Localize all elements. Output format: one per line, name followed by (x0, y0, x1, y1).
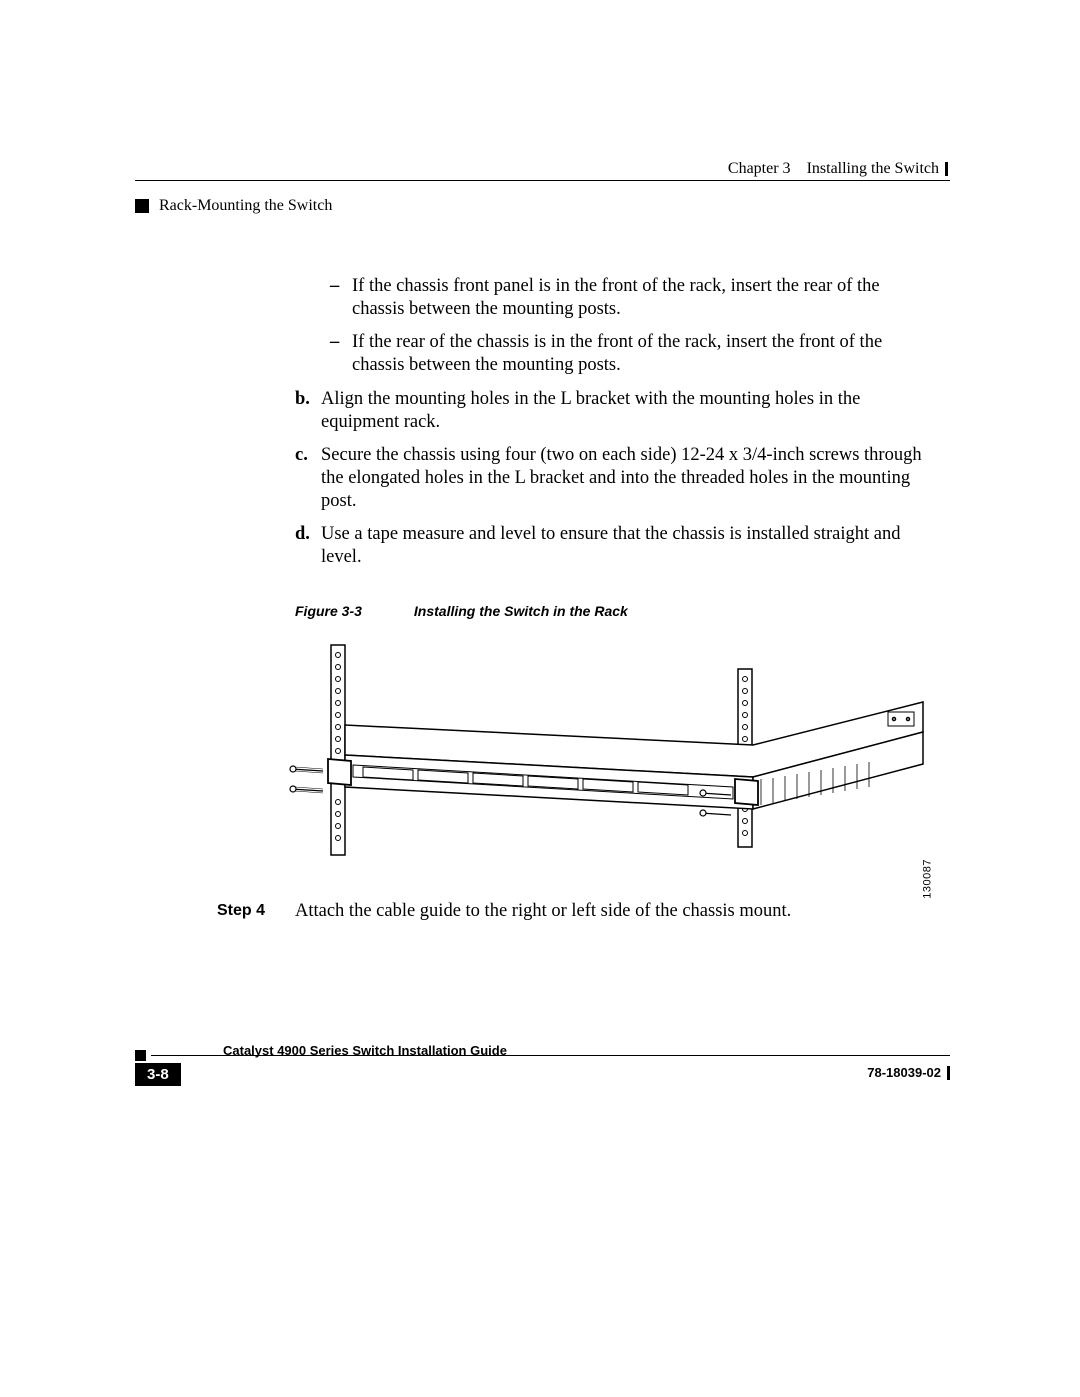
letter-item: b. Align the mounting holes in the L bra… (295, 388, 925, 434)
figure-title: Installing the Switch in the Rack (414, 603, 628, 619)
figure-id: 130087 (922, 859, 934, 899)
letter-item: d. Use a tape measure and level to ensur… (295, 523, 925, 569)
footer-marker-icon (135, 1050, 146, 1061)
step-label: Step 4 (217, 901, 295, 922)
letter-label: d. (295, 523, 321, 569)
chapter-title: Installing the Switch (807, 160, 939, 177)
letter-text: Use a tape measure and level to ensure t… (321, 523, 925, 569)
dash-bullet-icon: – (330, 275, 352, 321)
letter-label: c. (295, 444, 321, 513)
footer-bar-icon (947, 1066, 950, 1080)
footer-doc-title: Catalyst 4900 Series Switch Installation… (223, 1043, 507, 1058)
letter-text: Secure the chassis using four (two on ea… (321, 444, 925, 513)
chapter-label: Chapter 3 (728, 160, 791, 177)
dash-bullet-icon: – (330, 331, 352, 377)
header-bar-icon (945, 162, 948, 176)
footer-doc-code: 78-18039-02 (867, 1065, 950, 1080)
dash-text: If the chassis front panel is in the fro… (352, 275, 925, 321)
chapter-header: Chapter 3 Installing the Switch (135, 160, 950, 178)
letter-list: b. Align the mounting holes in the L bra… (295, 388, 925, 570)
step-row: Step 4 Attach the cable guide to the rig… (217, 901, 950, 922)
dash-item: – If the rear of the chassis is in the f… (330, 331, 925, 377)
letter-text: Align the mounting holes in the L bracke… (321, 388, 925, 434)
letter-label: b. (295, 388, 321, 434)
section-header: Rack-Mounting the Switch (135, 197, 950, 215)
section-marker-icon (135, 199, 149, 213)
step-text: Attach the cable guide to the right or l… (295, 901, 791, 922)
dash-text: If the rear of the chassis is in the fro… (352, 331, 925, 377)
figure-label: Figure 3-3 (295, 603, 362, 619)
switch-rack-svg (283, 637, 948, 867)
figure-caption: Figure 3-3 Installing the Switch in the R… (295, 603, 950, 619)
letter-item: c. Secure the chassis using four (two on… (295, 444, 925, 513)
section-title: Rack-Mounting the Switch (159, 197, 332, 215)
page-footer: Catalyst 4900 Series Switch Installation… (135, 1050, 950, 1099)
main-content: – If the chassis front panel is in the f… (135, 275, 950, 922)
header-rule (135, 180, 950, 181)
dash-item: – If the chassis front panel is in the f… (330, 275, 925, 321)
page-number: 3-8 (135, 1063, 181, 1086)
figure-illustration: 130087 (283, 637, 948, 867)
dash-list: – If the chassis front panel is in the f… (330, 275, 925, 378)
